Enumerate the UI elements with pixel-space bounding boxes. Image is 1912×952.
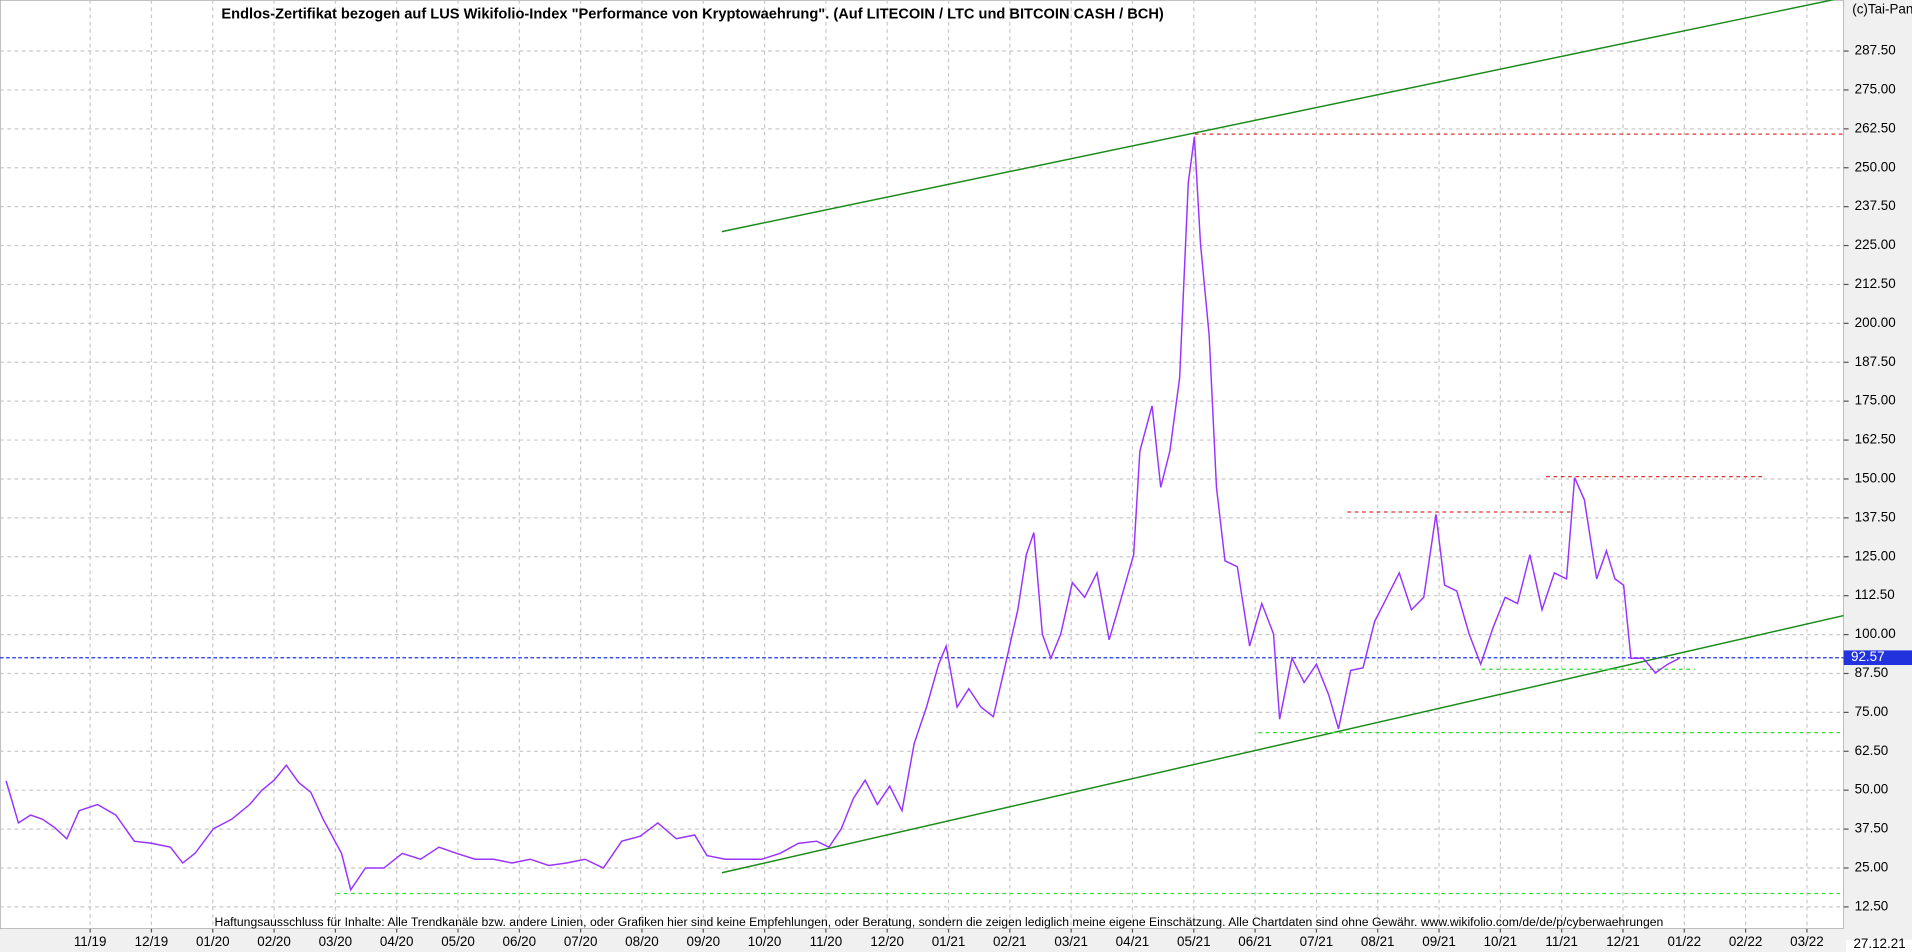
y-tick-label: 287.50 — [1855, 43, 1896, 58]
x-tick-label: 06/21 — [1238, 934, 1272, 949]
trend-line — [721, 614, 1844, 874]
current-price-box — [1843, 650, 1912, 666]
y-axis-panel — [1843, 0, 1912, 952]
x-axis-panel — [0, 928, 1844, 952]
x-tick-label: 02/21 — [993, 934, 1027, 949]
x-tick-label: 11/19 — [74, 934, 107, 949]
y-tick-label: 137.50 — [1855, 509, 1896, 524]
x-tick-label: 11/21 — [1545, 934, 1578, 949]
y-tick-label: 50.00 — [1855, 782, 1889, 797]
x-tick-label: 03/21 — [1054, 934, 1088, 949]
annotations — [336, 0, 1844, 895]
y-tick-label: 25.00 — [1855, 860, 1889, 875]
x-tick-label: 09/21 — [1422, 934, 1456, 949]
y-tick-label: 125.00 — [1855, 548, 1896, 563]
x-tick-label: 12/21 — [1606, 934, 1640, 949]
y-tick-label: 237.50 — [1855, 198, 1896, 213]
series — [0, 136, 1844, 892]
x-tick-label: 01/22 — [1668, 934, 1702, 949]
y-tick-label: 187.50 — [1855, 354, 1896, 369]
y-tick-label: 37.50 — [1855, 821, 1889, 836]
x-tick-label: 03/22 — [1790, 934, 1824, 949]
chart-title: Endlos-Zertifikat bezogen auf LUS Wikifo… — [221, 6, 1163, 22]
y-tick-label: 250.00 — [1855, 159, 1896, 174]
y-tick-label: 262.50 — [1855, 120, 1896, 135]
x-tick-label: 06/20 — [503, 934, 537, 949]
x-tick-label: 04/21 — [1116, 934, 1150, 949]
x-tick-label: 02/20 — [257, 934, 291, 949]
y-tick-label: 175.00 — [1855, 393, 1896, 408]
copyright: (c)Tai-Pan — [1852, 1, 1912, 16]
y-tick-label: 112.50 — [1855, 587, 1895, 602]
x-tick-label: 02/22 — [1729, 934, 1763, 949]
y-tick-label: 212.50 — [1855, 276, 1896, 291]
y-tick-label: 200.00 — [1855, 315, 1896, 330]
y-tick-label: 62.50 — [1855, 743, 1889, 758]
x-tick-label: 05/20 — [441, 934, 475, 949]
x-tick-label: 04/20 — [380, 934, 414, 949]
footer: Haftungsausschluss für Inhalte: Alle Tre… — [215, 915, 1664, 929]
x-tick-label: 07/20 — [564, 934, 598, 949]
y-tick-label: 87.50 — [1855, 665, 1889, 680]
y-tick-label: 275.00 — [1855, 81, 1896, 96]
x-tick-label: 10/21 — [1484, 934, 1518, 949]
x-tick-label: 07/21 — [1300, 934, 1334, 949]
current-date: 27.12.21 — [1853, 936, 1905, 951]
current-price-label: 92.57 — [1851, 649, 1885, 664]
x-tick-label: 11/20 — [810, 934, 843, 949]
price-line — [5, 136, 1680, 892]
y-tick-label: 100.00 — [1855, 626, 1896, 641]
trend-line — [721, 0, 1836, 233]
x-tick-label: 03/20 — [319, 934, 353, 949]
y-tick-label: 75.00 — [1855, 704, 1889, 719]
x-tick-label: 01/21 — [932, 934, 966, 949]
x-tick-label: 01/20 — [196, 934, 230, 949]
grid — [0, 0, 1844, 929]
y-tick-label: 225.00 — [1855, 237, 1896, 252]
x-tick-label: 10/20 — [748, 934, 782, 949]
x-tick-label: 08/21 — [1361, 934, 1395, 949]
x-tick-label: 08/20 — [625, 934, 659, 949]
y-tick-label: 162.50 — [1855, 432, 1896, 447]
plot-area — [0, 0, 1845, 930]
y-tick-label: 150.00 — [1855, 471, 1896, 486]
x-tick-label: 12/19 — [135, 934, 169, 949]
x-tick-label: 12/20 — [870, 934, 904, 949]
x-tick-label: 05/21 — [1177, 934, 1211, 949]
x-tick-label: 09/20 — [686, 934, 720, 949]
date-box — [1846, 939, 1912, 952]
labels: 12.50 25.00 37.50 50.00 62.50 75.00 87.50 100.0… — [74, 43, 1912, 949]
y-tick-label: 12.50 — [1855, 898, 1889, 913]
